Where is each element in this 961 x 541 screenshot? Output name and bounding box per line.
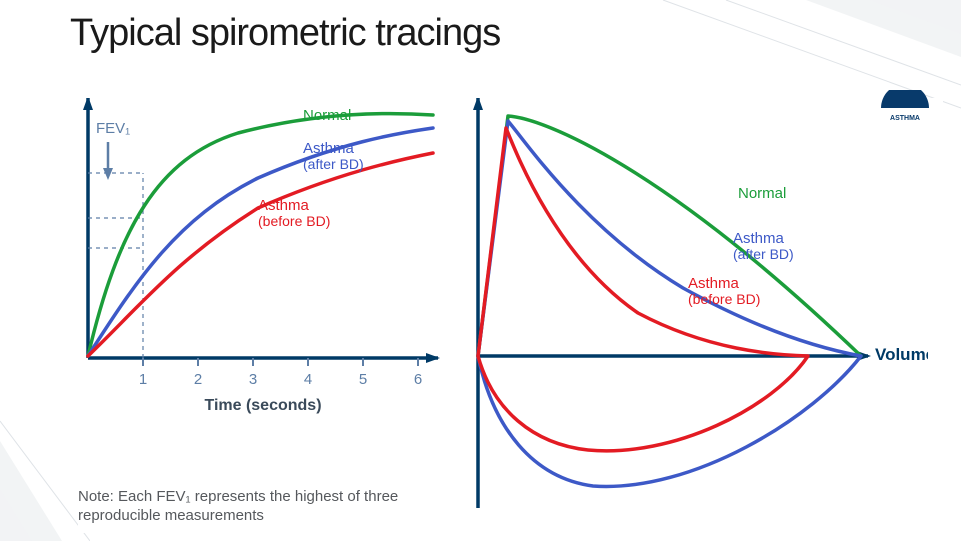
x-tick-label: 5	[359, 371, 367, 388]
series-curve	[88, 153, 433, 356]
x-tick-label: 2	[194, 371, 202, 388]
chart-area: ASTHMA Volume FEV₁	[78, 98, 943, 533]
footnote: Note: Each FEV₁ represents the highest o…	[78, 488, 448, 526]
series-sublabel: (after BD)	[733, 246, 794, 262]
series-label: Asthma	[733, 230, 785, 247]
series-curves	[478, 116, 861, 486]
x-tick-label: 6	[414, 371, 422, 388]
slide-title: Typical spirometric tracings	[70, 12, 500, 55]
series-curve	[88, 128, 433, 356]
note-prefix: Note:	[78, 488, 118, 505]
series-label: Asthma	[258, 197, 310, 214]
series-label: Normal	[738, 185, 786, 202]
series-curve	[88, 114, 433, 356]
decoration-bottom-left	[0, 411, 90, 541]
slide: Typical spirometric tracings ASTHMA Volu…	[0, 0, 961, 541]
x-ticks: 1 2 3 4 5 6	[139, 358, 422, 388]
x-axis-label: Volume	[875, 345, 928, 364]
x-axis-title: Time (seconds)	[204, 397, 321, 414]
series-label: Normal	[303, 107, 351, 124]
svg-text:FEV₁: FEV₁	[96, 120, 130, 137]
flow-volume-chart: Flow Volume NormalAsthma(after BD)Asthma…	[463, 98, 928, 528]
series-labels: NormalAsthma(after BD)Asthma(before BD)	[688, 185, 794, 307]
axes-right	[473, 98, 871, 508]
series-sublabel: (before BD)	[258, 213, 330, 229]
x-tick-label: 4	[304, 371, 312, 388]
series-sublabel: (after BD)	[303, 156, 364, 172]
volume-time-chart: Volume FEV₁ NormalAsthma(after BD)Asthma…	[78, 98, 458, 458]
series-label: Asthma	[303, 140, 355, 157]
series-curves	[88, 114, 433, 356]
x-tick-label: 1	[139, 371, 147, 388]
x-tick-label: 3	[249, 371, 257, 388]
series-curve	[478, 116, 861, 356]
fev1-indicator: FEV₁	[96, 120, 130, 180]
series-label: Asthma	[688, 275, 740, 292]
series-sublabel: (before BD)	[688, 291, 760, 307]
note-body: Each FEV₁ represents the highest of thre…	[78, 488, 398, 524]
